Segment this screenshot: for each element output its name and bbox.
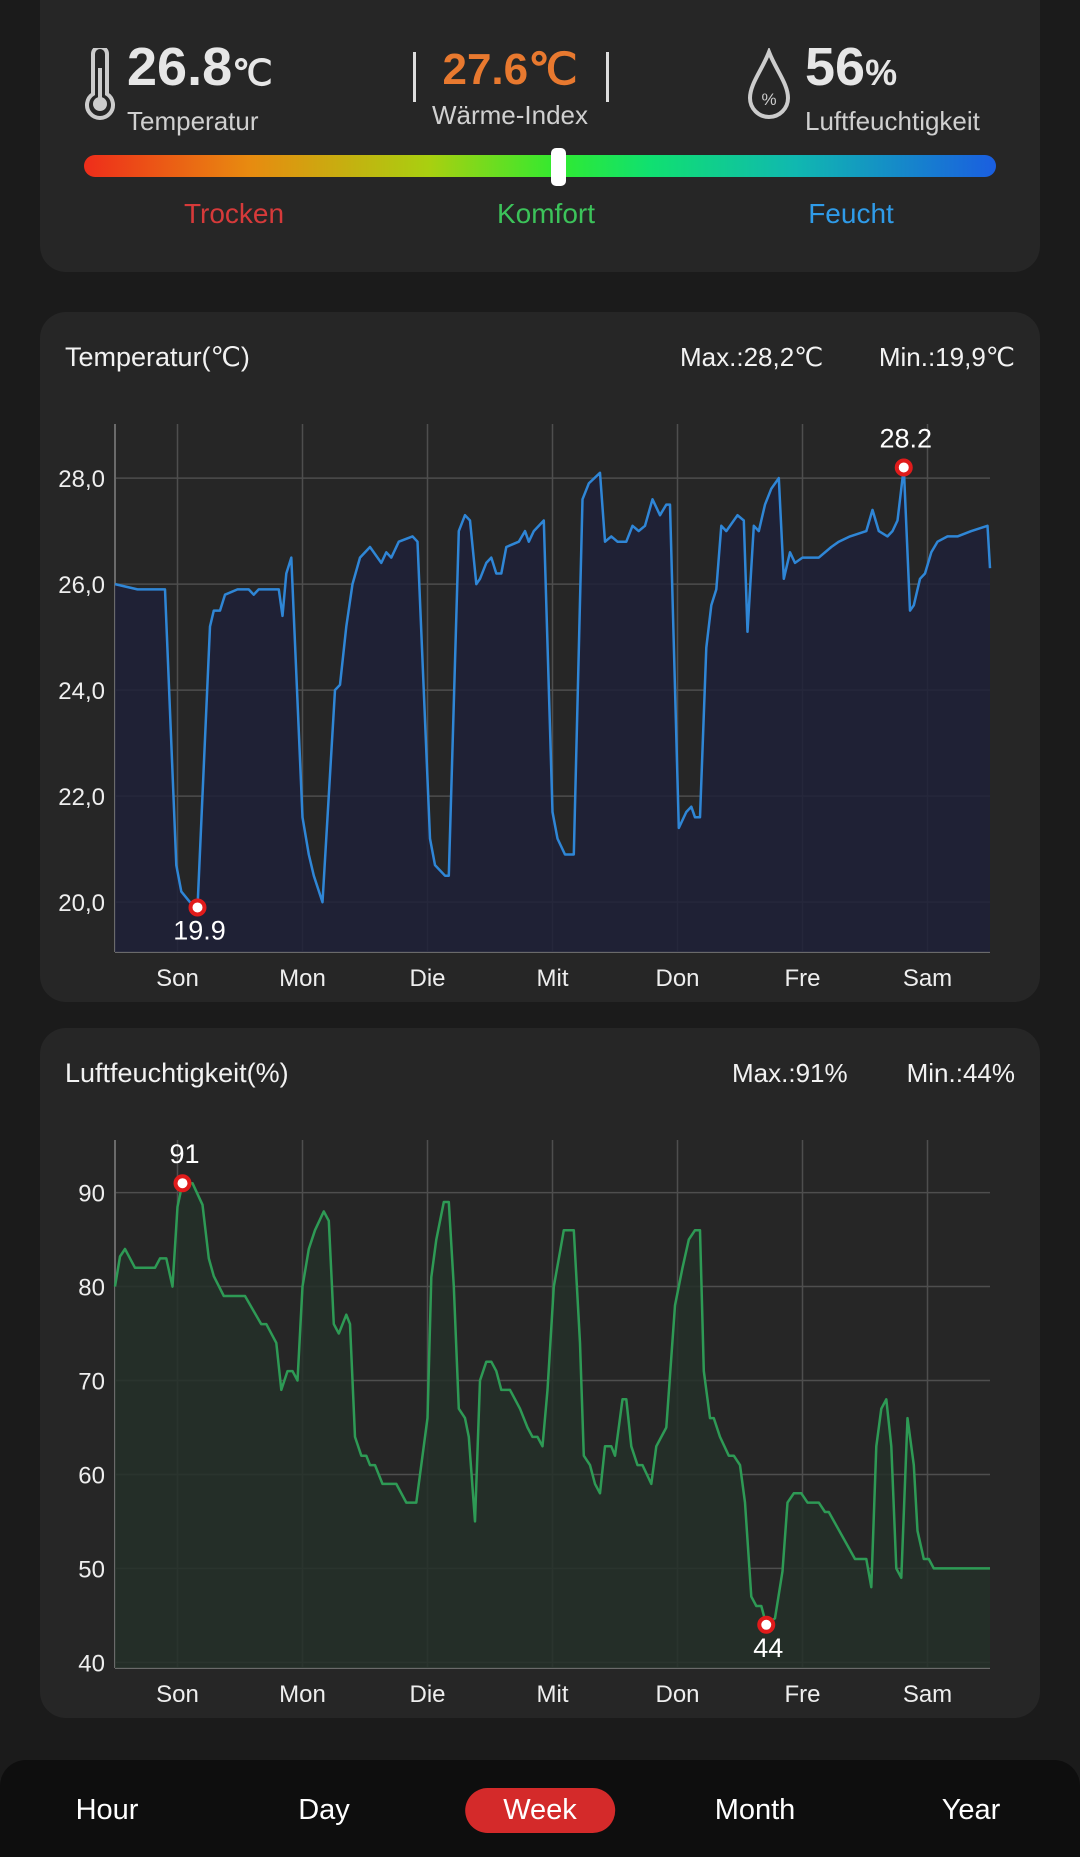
y-tick-label: 28,0 <box>58 466 105 493</box>
y-tick-label: 70 <box>78 1369 105 1396</box>
label-dry: Trocken <box>183 198 285 229</box>
y-tick-label: 60 <box>78 1462 105 1489</box>
y-tick-label: 90 <box>78 1181 105 1208</box>
x-tick-label: Son <box>156 965 199 992</box>
y-tick-label: 50 <box>78 1556 105 1583</box>
x-tick-label: Sam <box>903 1681 952 1708</box>
y-tick-label: 22,0 <box>58 784 105 811</box>
label-humid: Feucht <box>808 198 894 229</box>
period-tab-bar: Hour Day Week Month Year <box>0 1760 1080 1857</box>
x-tick-label: Fre <box>785 1681 821 1708</box>
x-tick-label: Sam <box>903 965 952 992</box>
y-tick-label: 20,0 <box>58 890 105 917</box>
min-label: Min.:19,9℃ <box>878 342 1015 372</box>
max-point-marker <box>894 458 913 477</box>
x-tick-label: Fre <box>785 965 821 992</box>
current-conditions-card: 26.8℃ Temperatur 27.6℃ Wärme-Index % 56%… <box>40 0 1040 272</box>
x-tick-label: Mit <box>537 965 569 992</box>
min-point-label: 19.9 <box>173 915 226 945</box>
min-label: Min.:44% <box>906 1058 1015 1088</box>
x-tick-label: Die <box>409 965 445 992</box>
x-tick-label: Mon <box>279 965 326 992</box>
y-tick-label: 40 <box>78 1650 105 1677</box>
series-area <box>115 1183 990 1668</box>
x-tick-label: Mit <box>537 1681 569 1708</box>
comfort-gradient-bar <box>84 155 996 177</box>
tab-year[interactable]: Year <box>941 1794 1001 1826</box>
heat-index-label: Wärme-Index <box>431 100 589 130</box>
heat-index-value: 27.6℃ <box>442 45 578 94</box>
thermometer-icon <box>85 48 115 120</box>
max-point-marker <box>173 1174 192 1193</box>
humidity-value: 56 <box>805 37 866 97</box>
humidity-chart-card: 40 50 60 70 80 90 Son Mon Die Mit Don Fre Sam 91 44 Lu… <box>40 1028 1040 1718</box>
max-point-label: 91 <box>169 1139 199 1169</box>
max-label: Max.:28,2℃ <box>680 342 824 372</box>
min-point-marker <box>188 898 207 917</box>
temperature-chart-card: 20,0 22,0 24,0 26,0 28,0 Son Mon Die Mit Don Fre Sa… <box>40 312 1040 1002</box>
temperature-label: Temperatur <box>127 106 259 136</box>
label-comfort: Komfort <box>496 198 596 229</box>
x-tick-label: Die <box>409 1681 445 1708</box>
x-tick-label: Don <box>655 1681 699 1708</box>
chart-title: Luftfeuchtigkeit(%) <box>65 1058 289 1088</box>
y-tick-label: 80 <box>78 1275 105 1302</box>
temperature-value: 26.8 <box>127 37 233 97</box>
series-line <box>113 1181 990 1627</box>
x-tick-label: Don <box>655 965 699 992</box>
min-point-marker <box>757 1615 776 1634</box>
y-tick-label: 26,0 <box>58 572 105 599</box>
temperature-reading: 26.8℃ <box>127 36 273 98</box>
tab-week[interactable]: Week <box>465 1788 615 1833</box>
comfort-indicator <box>551 148 567 186</box>
humidity-reading: 56% <box>805 36 897 98</box>
humidity-unit: % <box>865 52 898 93</box>
chart-title: Temperatur(℃) <box>65 342 250 372</box>
max-point-label: 28.2 <box>879 423 932 453</box>
temperature-unit: ℃ <box>232 52 273 93</box>
max-label: Max.:91% <box>732 1058 848 1088</box>
tab-hour[interactable]: Hour <box>75 1794 139 1826</box>
series-line <box>114 466 992 909</box>
tab-month[interactable]: Month <box>714 1794 796 1826</box>
humidity-drop-icon: % <box>747 48 791 119</box>
x-tick-label: Son <box>156 1681 199 1708</box>
temperature-chart: 20,0 22,0 24,0 26,0 28,0 Son Mon Die Mit Don Fre Sa… <box>58 423 992 992</box>
humidity-chart: 40 50 60 70 80 90 Son Mon Die Mit Don Fre Sam 91 44 <box>78 1139 990 1708</box>
svg-text:%: % <box>761 90 776 109</box>
min-point-label: 44 <box>753 1633 783 1663</box>
x-tick-label: Mon <box>279 1681 326 1708</box>
divider <box>413 52 416 102</box>
series-area <box>115 467 990 952</box>
divider <box>606 52 609 102</box>
y-tick-label: 24,0 <box>58 678 105 705</box>
humidity-label: Luftfeuchtigkeit <box>805 106 980 136</box>
tab-day[interactable]: Day <box>298 1794 350 1826</box>
